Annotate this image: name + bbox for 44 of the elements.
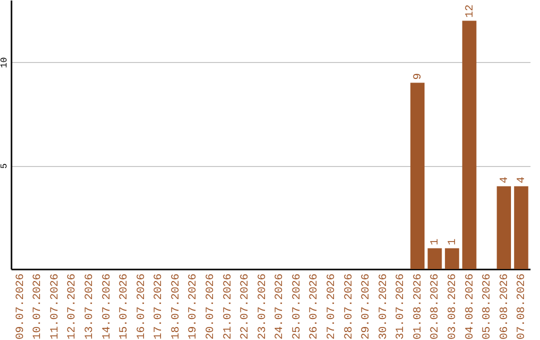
x-tick-label: 09.07.2026 [14, 274, 27, 340]
x-tick-label: 15.07.2026 [118, 274, 131, 340]
x-tick-label: 22.07.2026 [240, 274, 252, 340]
x-tick-label: 12.07.2026 [66, 274, 79, 340]
y-tick-label: 10 [0, 57, 10, 68]
x-tick-label: 20.07.2026 [204, 274, 217, 340]
x-tick-label: 07.08.2026 [516, 274, 528, 340]
data-label: 9 [412, 73, 424, 80]
x-tick-label: 11.07.2026 [49, 274, 62, 340]
x-tick-label: 17.07.2026 [153, 274, 166, 340]
x-tick-label: 05.08.2026 [482, 274, 494, 340]
x-tick-label: 29.07.2026 [360, 274, 373, 340]
bar [444, 248, 460, 269]
x-tick-label: 27.07.2026 [326, 274, 338, 340]
x-tick-label: 10.07.2026 [32, 274, 44, 340]
data-label: 4 [516, 176, 528, 184]
x-tick-label: 04.08.2026 [464, 274, 476, 340]
x-tick-label: 30.07.2026 [378, 274, 390, 340]
data-label: 1 [447, 238, 460, 246]
x-tick-label: 31.07.2026 [395, 274, 408, 340]
bar [428, 248, 442, 269]
x-tick-label: 03.08.2026 [447, 274, 460, 340]
x-tick-label: 28.07.2026 [343, 274, 356, 340]
bar [462, 20, 476, 269]
data-label: 4 [498, 176, 511, 184]
bar [514, 186, 528, 269]
x-tick-label: 24.07.2026 [274, 274, 286, 340]
x-tick-label: 02.08.2026 [430, 274, 442, 340]
bar [410, 82, 425, 269]
x-tick-label: 14.07.2026 [101, 274, 114, 340]
x-tick-label: 23.07.2026 [256, 274, 269, 340]
x-tick-label: 18.07.2026 [170, 274, 182, 340]
x-tick-label: 25.07.2026 [291, 274, 304, 340]
y-tick-label: 5 [0, 163, 10, 169]
x-tick-label: 13.07.2026 [84, 274, 96, 340]
x-tick-label: 01.08.2026 [412, 274, 424, 340]
data-label: 1 [430, 238, 442, 246]
x-tick-label: 16.07.2026 [136, 274, 148, 340]
x-tick-label: 26.07.2026 [308, 274, 321, 340]
x-tick-label: 19.07.2026 [188, 274, 200, 340]
data-label: 12 [464, 4, 476, 18]
x-tick-label: 06.08.2026 [498, 274, 511, 340]
bar [496, 186, 511, 269]
x-tick-label: 21.07.2026 [222, 274, 234, 340]
